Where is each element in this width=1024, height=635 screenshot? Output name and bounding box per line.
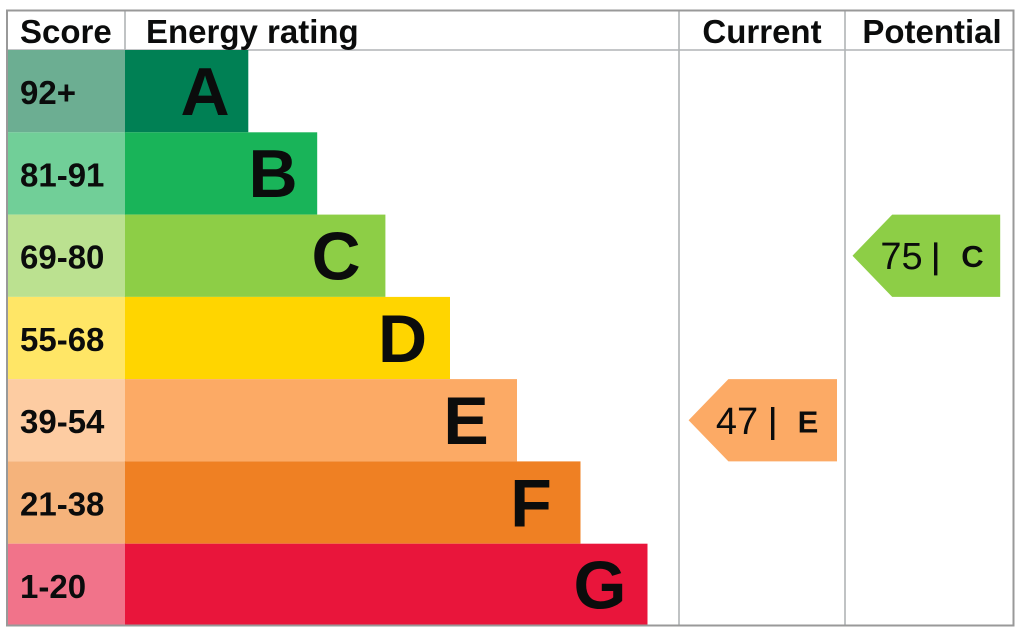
svg-text:92+: 92+ — [20, 74, 76, 111]
svg-text:G: G — [574, 548, 627, 624]
svg-text:D: D — [378, 301, 427, 377]
svg-text:Score: Score — [20, 13, 112, 50]
svg-text:81-91: 81-91 — [20, 156, 104, 193]
svg-text:C: C — [311, 219, 360, 295]
svg-text:B: B — [248, 136, 297, 212]
svg-text:Energy rating: Energy rating — [146, 13, 359, 50]
svg-text:69-80: 69-80 — [20, 239, 104, 276]
svg-text:Current: Current — [702, 13, 821, 50]
svg-text:21-38: 21-38 — [20, 486, 104, 523]
svg-text:E: E — [443, 383, 488, 459]
svg-text:Potential: Potential — [862, 13, 1001, 50]
svg-text:55-68: 55-68 — [20, 321, 104, 358]
svg-text:A: A — [180, 54, 229, 130]
svg-text:47: 47 — [716, 401, 758, 443]
svg-text:75: 75 — [880, 236, 922, 278]
svg-text:F: F — [510, 465, 552, 541]
svg-text:39-54: 39-54 — [20, 403, 105, 440]
svg-text:E: E — [798, 405, 819, 440]
svg-text:C: C — [961, 239, 983, 274]
svg-text:1-20: 1-20 — [20, 568, 86, 605]
